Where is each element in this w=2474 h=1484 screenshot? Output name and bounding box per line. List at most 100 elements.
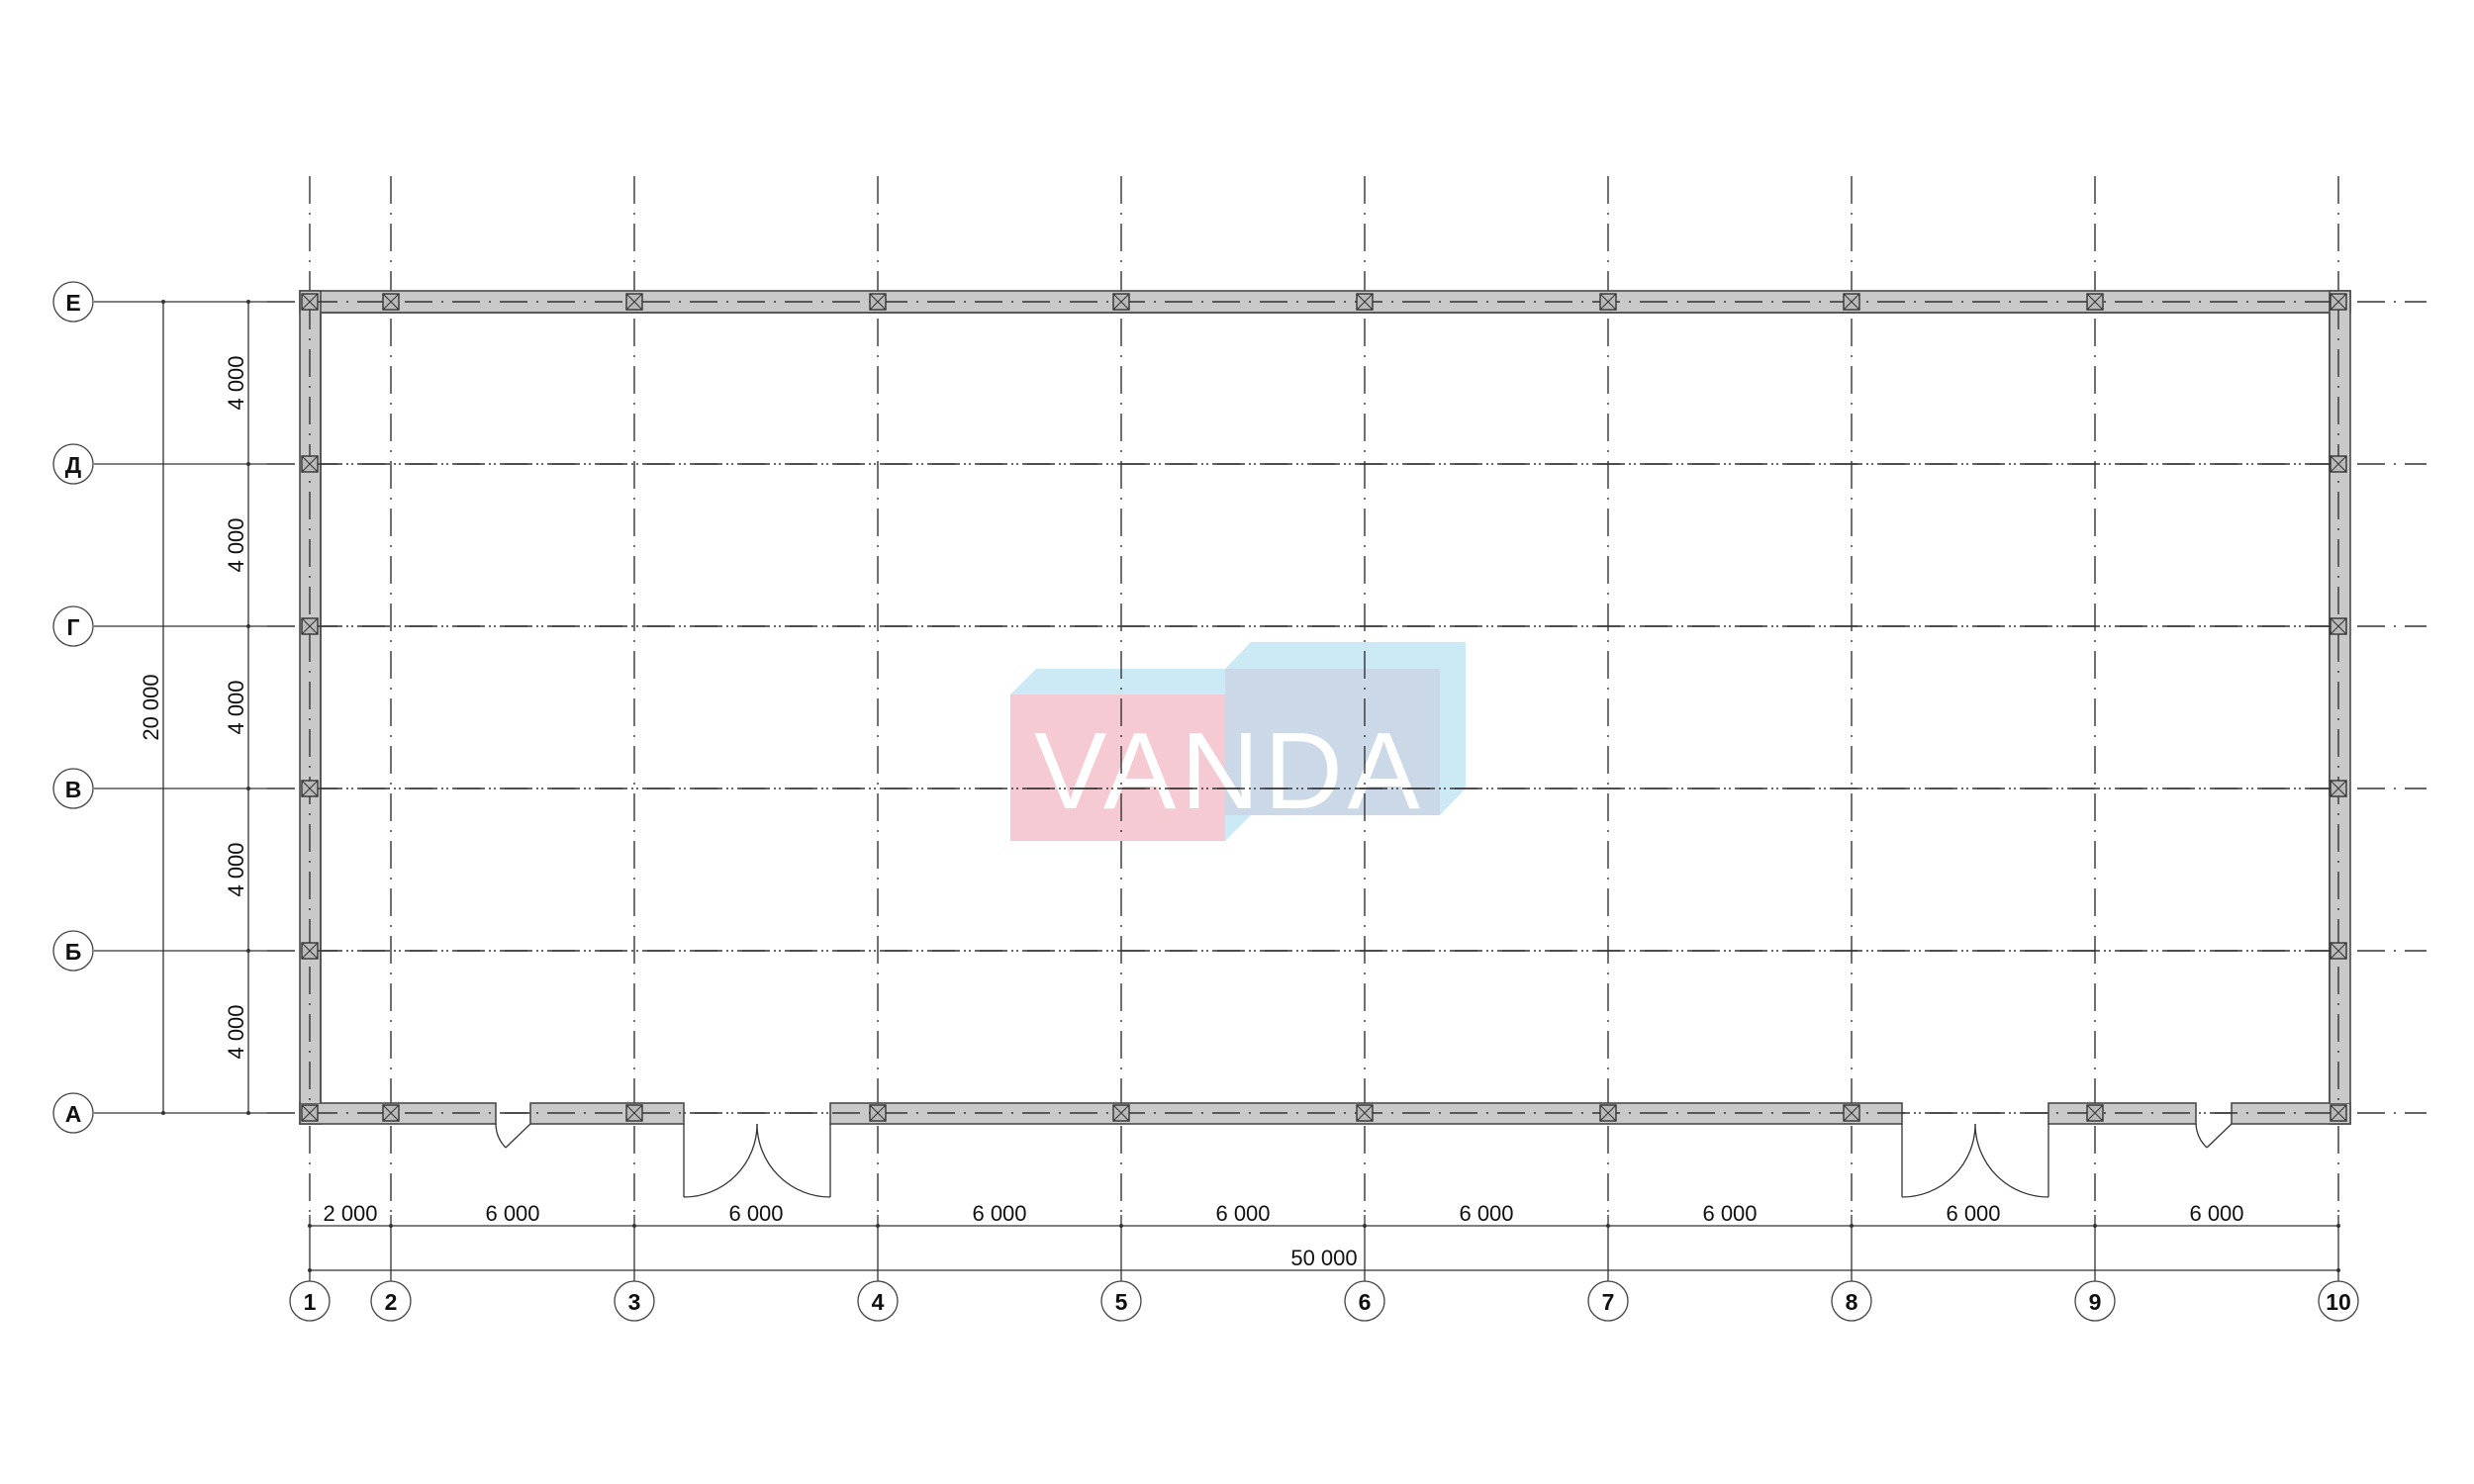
- logo-blue-block: [1225, 669, 1440, 815]
- column-axis-bubble: [614, 1280, 655, 1322]
- row-axis-bubble: [52, 930, 94, 972]
- column-axis-bubble: [1831, 1280, 1872, 1322]
- column-cross: [869, 1104, 887, 1122]
- door-swing-arc-right: [1974, 1123, 2049, 1198]
- column-cross: [1356, 1104, 1374, 1122]
- column-cross: [1599, 1104, 1617, 1122]
- door-swing-arc-right: [756, 1123, 831, 1198]
- column-cross: [1843, 1104, 1860, 1122]
- column-cross: [1112, 293, 1130, 311]
- dimension-total-label: 50 000: [1290, 1246, 1357, 1270]
- column-axis-label: 3: [628, 1289, 641, 1315]
- dimension-tick: [246, 949, 250, 953]
- dimension-label: 6 000: [485, 1201, 539, 1226]
- dimension-tick: [161, 300, 165, 304]
- dimension-tick: [2093, 1224, 2097, 1228]
- column-axis-bubble: [289, 1280, 331, 1322]
- walls: [299, 290, 2351, 1125]
- doors: [495, 1123, 2233, 1198]
- dimension-label-vertical: 4 000: [224, 1004, 248, 1059]
- column-cross: [301, 1104, 319, 1122]
- column-axis-label: 2: [385, 1289, 398, 1315]
- row-axis-bubble: [52, 281, 94, 323]
- dimension-tick: [1363, 1224, 1367, 1228]
- dimension-total-label-vertical: 20 000: [139, 674, 163, 740]
- dimension-label-vertical: 4 000: [224, 842, 248, 896]
- column-cross: [1112, 1104, 1130, 1122]
- column-axis-bubble: [2318, 1280, 2359, 1322]
- column-cross: [301, 780, 319, 797]
- dimension-tick: [1606, 1224, 1610, 1228]
- column-cross: [2086, 293, 2104, 311]
- column-cross: [2330, 942, 2347, 960]
- dimension-tick: [389, 1224, 393, 1228]
- column-cross: [869, 293, 887, 311]
- door-leaf: [505, 1123, 531, 1149]
- door-swing-arc: [495, 1123, 507, 1149]
- dimension-label-vertical: 4 000: [224, 355, 248, 410]
- dimension-lines: [161, 300, 2340, 1272]
- door-swing-arc-left: [1901, 1123, 1976, 1198]
- row-axis-label: Е: [65, 290, 80, 316]
- dimension-tick: [246, 462, 250, 466]
- dimension-tick: [246, 1111, 250, 1115]
- column-axis-bubble: [857, 1280, 899, 1322]
- dimension-tick: [1850, 1224, 1854, 1228]
- axis-bubbles: 1 2 3 4 5 6 7 8 9 10 Е Д Г В Б А: [52, 281, 2359, 1322]
- dimension-label: 6 000: [1215, 1201, 1270, 1226]
- dimension-tick: [308, 1224, 312, 1228]
- vanda-watermark-logo: VANDA: [1010, 642, 1466, 841]
- dimension-tick: [1119, 1224, 1123, 1228]
- column-axis-label: 8: [1846, 1289, 1858, 1315]
- row-axis-label: А: [65, 1101, 82, 1127]
- column-cross: [382, 293, 400, 311]
- dimension-tick: [876, 1224, 880, 1228]
- column-axis-bubble: [2074, 1280, 2116, 1322]
- wall-right-fill: [2331, 314, 2349, 1103]
- dimension-labels: 2 000 6 000 6 000 6 000 6 000 6 000 6 000 6 000…: [139, 355, 2244, 1270]
- column-cross: [1356, 293, 1374, 311]
- logo-text: VANDA: [1034, 710, 1421, 832]
- dimension-label-vertical: 4 000: [224, 680, 248, 734]
- column-axis-label: 10: [2326, 1289, 2351, 1315]
- column-cross: [301, 293, 319, 311]
- column-cross: [2330, 617, 2347, 635]
- dimension-tick: [2336, 1268, 2340, 1272]
- column-axis-label: 6: [1359, 1289, 1372, 1315]
- structural-columns: [301, 293, 2347, 1122]
- column-cross: [301, 617, 319, 635]
- column-cross: [382, 1104, 400, 1122]
- column-cross: [2330, 455, 2347, 473]
- dimension-label: 6 000: [972, 1201, 1026, 1226]
- dimension-tick: [246, 300, 250, 304]
- column-axis-label: 5: [1115, 1289, 1128, 1315]
- column-axis-bubble: [1587, 1280, 1629, 1322]
- column-cross: [301, 455, 319, 473]
- column-axis-label: 9: [2089, 1289, 2102, 1315]
- row-axis-label: В: [65, 777, 82, 802]
- column-axis-label: 4: [872, 1289, 885, 1315]
- row-axis-bubble: [52, 768, 94, 809]
- row-axis-label: Д: [65, 452, 81, 478]
- door-swing-arc-left: [683, 1123, 758, 1198]
- column-cross: [2086, 1104, 2104, 1122]
- column-cross: [301, 942, 319, 960]
- logo-pink-block: [1010, 695, 1225, 841]
- column-axis-bubble: [1100, 1280, 1142, 1322]
- row-axis-bubble: [52, 443, 94, 485]
- dimension-tick: [632, 1224, 636, 1228]
- dimension-label: 6 000: [2189, 1201, 2243, 1226]
- dimension-label: 6 000: [1459, 1201, 1513, 1226]
- row-axis-bubble: [52, 605, 94, 647]
- dimension-tick: [246, 787, 250, 790]
- column-cross: [1599, 293, 1617, 311]
- column-axis-label: 1: [304, 1289, 317, 1315]
- row-axis-label: Б: [65, 939, 82, 965]
- column-axis-bubble: [370, 1280, 412, 1322]
- column-cross: [625, 293, 643, 311]
- row-axis-bubble: [52, 1092, 94, 1134]
- dimension-label: 2 000: [323, 1201, 377, 1226]
- column-cross: [2330, 1104, 2347, 1122]
- dimension-tick: [161, 1111, 165, 1115]
